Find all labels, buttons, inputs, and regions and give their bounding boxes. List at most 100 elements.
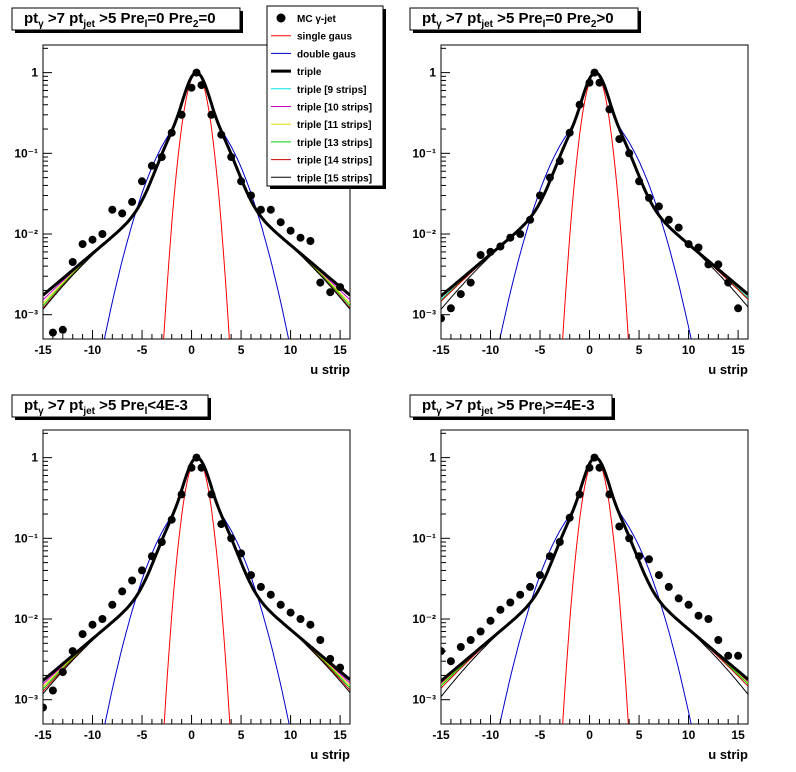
data-point: [88, 235, 97, 244]
data-point: [207, 490, 216, 499]
title-subscript: γ: [436, 19, 442, 30]
title-subscript: jet: [82, 19, 95, 30]
data-point: [694, 611, 703, 620]
title-box: [409, 394, 613, 418]
data-point: [545, 552, 554, 561]
x-tick-label: -10: [84, 343, 102, 357]
data-point: [496, 242, 505, 251]
data-points: [43, 68, 345, 339]
data-points: [441, 68, 743, 323]
data-point: [217, 520, 226, 529]
data-point: [266, 205, 275, 214]
data-point: [157, 538, 166, 546]
x-tick-label: -15: [432, 728, 450, 742]
x-axis-label: u strip: [708, 362, 748, 377]
data-point: [595, 78, 604, 87]
x-tick-label: 5: [238, 343, 245, 357]
data-point: [714, 636, 723, 644]
data-point: [466, 636, 475, 644]
data-point: [605, 490, 614, 499]
data-point: [575, 490, 584, 499]
title-segment: pt: [422, 10, 436, 27]
title-segment: >=4E-3: [545, 397, 594, 414]
plot-frame: [440, 44, 749, 340]
x-tick-label: 0: [188, 728, 195, 742]
x-tick-label: 0: [586, 728, 593, 742]
y-tick-label: 10⁻³: [14, 693, 38, 707]
title-segment: pt: [24, 10, 38, 27]
legend-label: double gaus: [297, 49, 356, 60]
title-subscript: γ: [38, 406, 44, 417]
data-point: [98, 230, 107, 238]
legend-box: MC γ-jet single gaus double gaus triple trip…: [266, 5, 386, 189]
data-point: [326, 288, 335, 297]
data-point: [664, 582, 673, 591]
x-tick-label: -5: [137, 343, 148, 357]
legend-marker: [276, 13, 286, 23]
data-point: [565, 513, 574, 522]
title-segment: >7 pt: [442, 397, 482, 414]
data-point: [526, 215, 535, 224]
data-point: [167, 128, 176, 137]
data-point: [306, 620, 315, 629]
y-tick-label: 1: [31, 66, 38, 80]
y-tick-label: 10⁻³: [412, 308, 436, 322]
data-point: [654, 202, 663, 211]
data-point: [605, 105, 614, 114]
data-point: [516, 590, 525, 599]
x-axis-label: u strip: [708, 747, 748, 762]
x-tick-label: 15: [333, 343, 347, 357]
title-segment: >5 Pre: [493, 10, 543, 27]
data-point: [197, 463, 206, 472]
title-box: [409, 7, 639, 31]
chart-title: ptγ >7 ptjet >5 Prel>=4E-3: [422, 397, 595, 417]
data-point: [456, 290, 465, 299]
data-point: [192, 68, 201, 77]
chart-panel-3: 10⁻³ 10⁻² 10⁻¹ 1 -15 -10 -5 0 5 10 15 u strip ptγ >7…: [11, 394, 351, 762]
data-point: [177, 110, 186, 119]
x-tick-label: 15: [333, 728, 347, 742]
x-tick-label: -5: [535, 728, 546, 742]
data-point: [98, 615, 107, 623]
y-tick-label: 10⁻²: [14, 612, 38, 626]
data-point: [207, 110, 216, 119]
data-point: [575, 100, 584, 109]
y-tick-label: 10⁻¹: [14, 146, 38, 160]
data-point: [585, 463, 594, 472]
data-point: [306, 237, 315, 245]
data-point: [118, 587, 127, 596]
title-subscript: jet: [82, 406, 95, 417]
title-subscript: jet: [480, 19, 493, 30]
data-point: [48, 686, 57, 695]
data-point: [734, 304, 743, 313]
data-point: [565, 128, 574, 137]
x-tick-label: -10: [84, 728, 102, 742]
chart-panel-2: 10⁻³ 10⁻² 10⁻¹ 1 -15 -10 -5 0 5 10 15 u strip ptγ >7…: [409, 7, 749, 377]
data-point: [187, 83, 196, 92]
y-tick-label: 10⁻¹: [412, 146, 436, 160]
title-segment: pt: [24, 397, 38, 414]
x-tick-label: 5: [636, 728, 643, 742]
data-point: [316, 636, 325, 644]
x-tick-label: 5: [238, 728, 245, 742]
data-point: [625, 534, 634, 543]
title-subscript: l: [145, 19, 148, 30]
data-point: [128, 197, 137, 206]
data-point: [48, 328, 57, 337]
title-box: [11, 394, 209, 418]
x-tick-label: -15: [34, 343, 52, 357]
data-point: [555, 157, 564, 166]
x-axis-label: u strip: [310, 747, 350, 762]
legend-label: triple [15 strips]: [297, 173, 372, 184]
title-segment: <4E-3: [147, 397, 187, 414]
data-point: [296, 615, 305, 623]
title-subscript: l: [145, 406, 148, 417]
chart-title: ptγ >7 ptjet >5 Prel=0 Pre2>0: [422, 10, 614, 30]
x-tick-label: 5: [636, 343, 643, 357]
x-tick-label: 0: [586, 343, 593, 357]
data-point: [138, 177, 146, 186]
y-tick-label: 10⁻²: [412, 612, 436, 626]
data-point: [724, 651, 733, 660]
legend-label: MC γ-jet: [297, 14, 337, 25]
